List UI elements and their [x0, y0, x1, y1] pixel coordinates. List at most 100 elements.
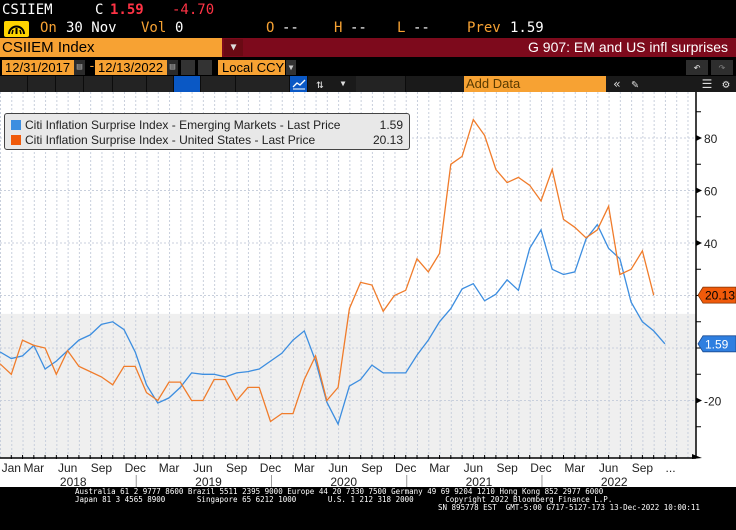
- svg-text:2020: 2020: [330, 475, 357, 487]
- collapse-icon[interactable]: «: [613, 77, 621, 91]
- svg-text:Mar: Mar: [23, 461, 44, 475]
- svg-text:Sep: Sep: [361, 461, 383, 475]
- footer-contacts-2: Japan 81 3 4565 8900 Singapore 65 6212 1…: [75, 495, 613, 504]
- high-label: H: [334, 20, 343, 36]
- quote-header: CSIIEM C 1.59 -4.70: [0, 0, 736, 20]
- on-label: On: [40, 20, 57, 36]
- svg-text:60: 60: [704, 185, 718, 199]
- title-bar: CSIIEM Index ▼ G 907: EM and US infl sur…: [0, 38, 736, 57]
- bar-chart-icon[interactable]: ⇅: [316, 77, 324, 91]
- legend-swatch-us: [11, 135, 21, 145]
- toolbar-tab[interactable]: [28, 76, 56, 92]
- toolbar-button[interactable]: [181, 60, 195, 75]
- svg-text:2022: 2022: [601, 475, 628, 487]
- close-value: 1.59: [110, 2, 144, 18]
- svg-text:2018: 2018: [60, 475, 87, 487]
- toolbar-tab[interactable]: [113, 76, 147, 92]
- prev-value: 1.59: [510, 20, 544, 36]
- currency-select[interactable]: Local CCY: [218, 60, 285, 75]
- toolbar-tab[interactable]: [201, 76, 236, 92]
- svg-text:80: 80: [704, 132, 718, 146]
- legend-label-em: Citi Inflation Surprise Index - Emerging…: [25, 118, 341, 132]
- svg-text:Sep: Sep: [632, 461, 654, 475]
- toolbar-tab[interactable]: [56, 76, 84, 92]
- legend-value-em: 1.59: [379, 118, 403, 132]
- svg-text:1.59: 1.59: [705, 337, 729, 351]
- svg-text:2019: 2019: [195, 475, 222, 487]
- svg-text:Mar: Mar: [294, 461, 315, 475]
- end-date-input[interactable]: 12/13/2022: [95, 60, 167, 75]
- svg-text:Jun: Jun: [464, 461, 483, 475]
- edit-list-icon[interactable]: ☰: [701, 77, 713, 91]
- svg-text:Dec: Dec: [260, 461, 281, 475]
- svg-text:Dec: Dec: [530, 461, 551, 475]
- add-data-input[interactable]: Add Data: [464, 76, 606, 92]
- legend-value-us: 20.13: [372, 133, 403, 147]
- toolbar-tab[interactable]: [236, 76, 290, 92]
- toolbar-tab[interactable]: [356, 76, 406, 92]
- svg-text:Jun: Jun: [328, 461, 347, 475]
- calendar-icon[interactable]: ▤: [167, 60, 178, 75]
- security-dropdown-icon[interactable]: ▼: [224, 39, 243, 56]
- vol-value: 0: [175, 20, 184, 36]
- toolbar-tab[interactable]: [84, 76, 113, 92]
- high-value: --: [350, 20, 367, 36]
- chart-area: 80 60 40 -20 20.13 1.59 Jan Mar Jun Sep Dec Mar Jun S…: [0, 92, 736, 489]
- currency-dropdown-icon[interactable]: ▼: [286, 60, 296, 75]
- date-separator: -: [88, 59, 96, 74]
- chart-toolbar: ⇅ ▼ Add Data « ✎ ☰ ⚙: [0, 76, 736, 92]
- gear-icon[interactable]: ⚙: [722, 77, 730, 91]
- security-input[interactable]: CSIIEM Index: [0, 38, 222, 57]
- gauge-icon[interactable]: [4, 21, 29, 37]
- quote-date: 30 Nov: [66, 20, 117, 36]
- start-date-input[interactable]: 12/31/2017: [2, 60, 74, 75]
- svg-text:Dec: Dec: [395, 461, 416, 475]
- prev-label: Prev: [467, 20, 501, 36]
- svg-text:20.13: 20.13: [705, 289, 735, 303]
- page-title: G 907: EM and US infl surprises: [528, 39, 728, 55]
- quote-details: On 30 Nov Vol 0 O -- H -- L -- Prev 1.59: [0, 20, 736, 38]
- undo-icon[interactable]: ↶: [686, 60, 708, 75]
- low-value: --: [413, 20, 430, 36]
- svg-text:Sep: Sep: [226, 461, 248, 475]
- calendar-icon[interactable]: ▤: [74, 60, 85, 75]
- svg-text:Mar: Mar: [429, 461, 450, 475]
- svg-text:2021: 2021: [466, 475, 493, 487]
- svg-text:...: ...: [666, 461, 676, 475]
- svg-text:Mar: Mar: [564, 461, 585, 475]
- redo-icon[interactable]: ↷: [711, 60, 733, 75]
- svg-text:Dec: Dec: [125, 461, 146, 475]
- vol-label: Vol: [141, 20, 167, 36]
- date-toolbar: 12/31/2017 ▤ - 12/13/2022 ▤ Local CCY ▼ …: [0, 58, 736, 76]
- svg-text:Jun: Jun: [599, 461, 618, 475]
- pencil-icon[interactable]: ✎: [631, 77, 639, 91]
- toolbar-button[interactable]: [198, 60, 212, 75]
- toolbar-tab[interactable]: [0, 76, 28, 92]
- ticker: CSIIEM: [2, 2, 53, 18]
- footer-contacts-1: Australia 61 2 9777 8600 Brazil 5511 239…: [75, 487, 604, 496]
- svg-text:Jun: Jun: [58, 461, 77, 475]
- footer-session-info: SN 895778 EST GMT-5:00 G717-5127-173 13-…: [438, 503, 700, 512]
- close-label: C: [95, 2, 104, 18]
- legend-swatch-em: [11, 120, 21, 130]
- svg-text:Sep: Sep: [496, 461, 518, 475]
- low-label: L: [397, 20, 406, 36]
- svg-text:40: 40: [704, 237, 718, 251]
- svg-text:-20: -20: [704, 395, 722, 409]
- line-chart-icon[interactable]: [290, 76, 308, 92]
- svg-text:Jan: Jan: [2, 461, 21, 475]
- chart-type-dropdown-icon[interactable]: ▼: [340, 79, 346, 88]
- open-label: O: [266, 20, 275, 36]
- legend-item-em[interactable]: Citi Inflation Surprise Index - Emerging…: [11, 118, 405, 132]
- toolbar-tab[interactable]: [147, 76, 174, 92]
- svg-text:Sep: Sep: [91, 461, 113, 475]
- svg-text:Jun: Jun: [193, 461, 212, 475]
- footer: Australia 61 2 9777 8600 Brazil 5511 239…: [0, 487, 736, 530]
- legend-item-us[interactable]: Citi Inflation Surprise Index - United S…: [11, 133, 405, 147]
- open-value: --: [282, 20, 299, 36]
- svg-text:Mar: Mar: [159, 461, 180, 475]
- change-value: -4.70: [172, 2, 215, 18]
- chart-legend[interactable]: Citi Inflation Surprise Index - Emerging…: [4, 113, 410, 150]
- toolbar-tab-active[interactable]: [174, 76, 201, 92]
